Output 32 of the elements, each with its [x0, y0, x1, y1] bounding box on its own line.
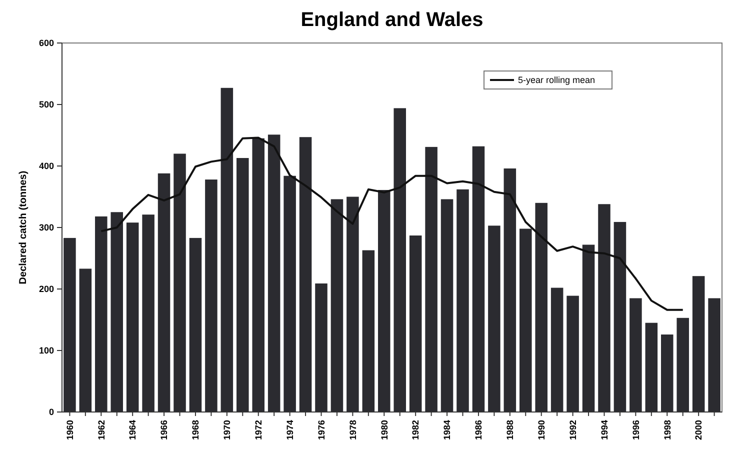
x-tick-label: 1990 [536, 420, 547, 440]
chart-title: England and Wales [300, 9, 484, 31]
x-tick-label: 1968 [190, 420, 201, 440]
y-tick-label: 300 [38, 222, 54, 233]
legend-label: 5-year rolling mean [518, 75, 596, 86]
x-tick-label: 1986 [474, 420, 484, 440]
x-tick-label: 1978 [348, 420, 358, 440]
x-tick-label: 1966 [159, 420, 170, 440]
y-tick-label: 200 [38, 284, 54, 294]
x-tick-label: 1982 [410, 420, 421, 440]
y-tick-label: 100 [38, 346, 54, 356]
x-tick-label: 1972 [254, 420, 264, 440]
x-tick-label: 1992 [568, 420, 578, 440]
x-tick-label: 1988 [505, 420, 516, 440]
y-tick-label: 500 [38, 100, 54, 110]
line-series [100, 136, 684, 311]
y-tick-label: 600 [38, 38, 54, 48]
x-tick-label: 1960 [64, 420, 75, 440]
y-tick-label: 0 [48, 407, 54, 418]
x-tick-label: 1980 [379, 420, 390, 440]
y-axis-title: Declared catch (tonnes) [18, 170, 29, 284]
x-tick-label: 1996 [630, 420, 641, 440]
x-tick-label: 1970 [222, 420, 232, 440]
x-tick-label: 2000 [694, 420, 704, 440]
x-tick-label: 1962 [96, 420, 106, 440]
x-tick-label: 1976 [316, 420, 326, 440]
x-tick-label: 1998 [662, 420, 672, 440]
x-tick-label: 1964 [128, 420, 138, 440]
x-tick-label: 1984 [442, 420, 452, 440]
x-tick-label: 1994 [599, 420, 610, 440]
x-tick-label: 1974 [284, 420, 295, 440]
y-tick-label: 400 [38, 161, 54, 172]
